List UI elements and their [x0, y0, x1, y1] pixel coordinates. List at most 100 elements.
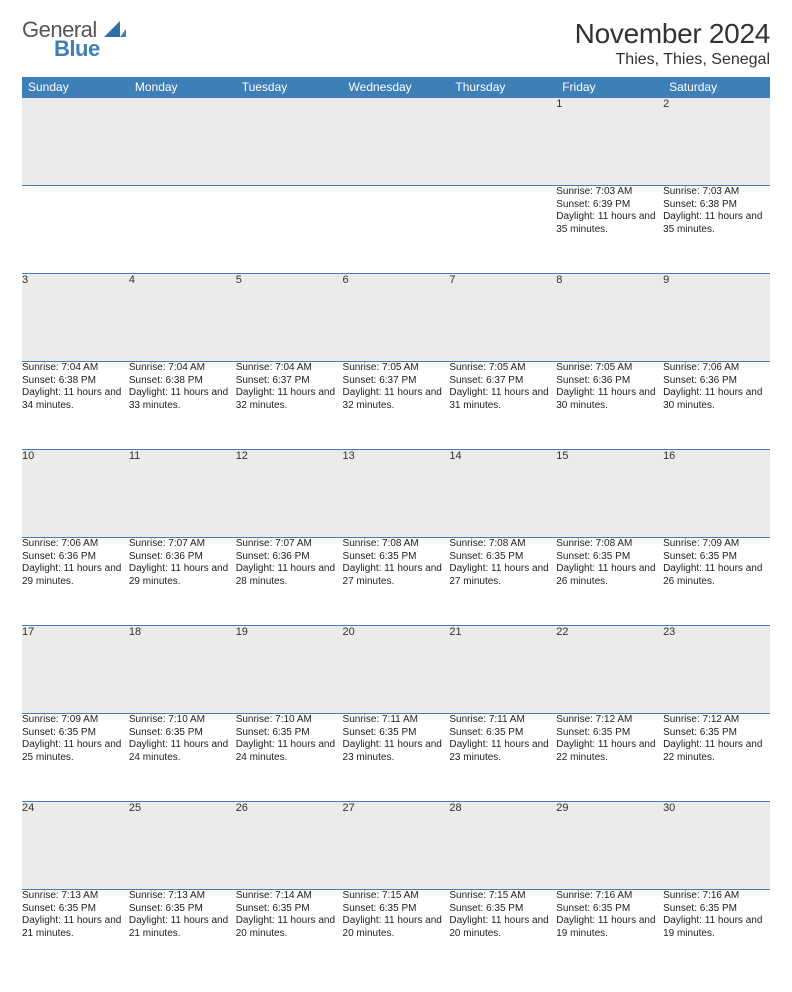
day-content-cell: Sunrise: 7:03 AMSunset: 6:39 PMDaylight:… — [556, 186, 663, 274]
sunrise-text: Sunrise: 7:12 AM — [556, 714, 663, 727]
sunset-text: Sunset: 6:35 PM — [129, 727, 236, 740]
page-header: General Blue November 2024 Thies, Thies,… — [22, 18, 770, 69]
sunrise-text: Sunrise: 7:14 AM — [236, 890, 343, 903]
day-number-cell: 19 — [236, 626, 343, 714]
day-content-cell: Sunrise: 7:07 AMSunset: 6:36 PMDaylight:… — [236, 538, 343, 626]
daylight-text: Daylight: 11 hours and 19 minutes. — [663, 915, 770, 940]
day-number-cell — [236, 98, 343, 186]
day-number: 14 — [449, 450, 461, 462]
sunset-text: Sunset: 6:36 PM — [129, 551, 236, 564]
week-daynum-row: 12 — [22, 98, 770, 186]
daylight-text: Daylight: 11 hours and 23 minutes. — [449, 739, 556, 764]
day-number-cell: 14 — [449, 450, 556, 538]
day-number: 30 — [663, 802, 675, 814]
day-content-cell: Sunrise: 7:04 AMSunset: 6:37 PMDaylight:… — [236, 362, 343, 450]
sunset-text: Sunset: 6:36 PM — [663, 375, 770, 388]
day-number-cell: 29 — [556, 802, 663, 890]
day-content-cell: Sunrise: 7:16 AMSunset: 6:35 PMDaylight:… — [556, 890, 663, 978]
daylight-text: Daylight: 11 hours and 31 minutes. — [449, 387, 556, 412]
daylight-text: Daylight: 11 hours and 30 minutes. — [556, 387, 663, 412]
sunset-text: Sunset: 6:37 PM — [236, 375, 343, 388]
day-number-cell: 12 — [236, 450, 343, 538]
day-content-cell — [449, 186, 556, 274]
daylight-text: Daylight: 11 hours and 30 minutes. — [663, 387, 770, 412]
day-number-cell: 20 — [343, 626, 450, 714]
day-number-cell: 9 — [663, 274, 770, 362]
week-content-row: Sunrise: 7:04 AMSunset: 6:38 PMDaylight:… — [22, 362, 770, 450]
daylight-text: Daylight: 11 hours and 23 minutes. — [343, 739, 450, 764]
day-content-cell: Sunrise: 7:08 AMSunset: 6:35 PMDaylight:… — [556, 538, 663, 626]
sunrise-text: Sunrise: 7:08 AM — [343, 538, 450, 551]
sunrise-text: Sunrise: 7:16 AM — [663, 890, 770, 903]
sunrise-text: Sunrise: 7:11 AM — [343, 714, 450, 727]
day-number: 16 — [663, 450, 675, 462]
day-content-cell: Sunrise: 7:10 AMSunset: 6:35 PMDaylight:… — [129, 714, 236, 802]
week-content-row: Sunrise: 7:13 AMSunset: 6:35 PMDaylight:… — [22, 890, 770, 978]
day-content-cell: Sunrise: 7:12 AMSunset: 6:35 PMDaylight:… — [663, 714, 770, 802]
sunrise-text: Sunrise: 7:03 AM — [663, 186, 770, 199]
col-thursday: Thursday — [449, 77, 556, 98]
day-content-cell — [236, 186, 343, 274]
sunrise-text: Sunrise: 7:07 AM — [236, 538, 343, 551]
sunset-text: Sunset: 6:38 PM — [22, 375, 129, 388]
sunrise-text: Sunrise: 7:12 AM — [663, 714, 770, 727]
sunset-text: Sunset: 6:38 PM — [129, 375, 236, 388]
sunrise-text: Sunrise: 7:06 AM — [663, 362, 770, 375]
week-content-row: Sunrise: 7:06 AMSunset: 6:36 PM Daylight:… — [22, 538, 770, 626]
sunrise-text: Sunrise: 7:09 AM — [22, 714, 129, 727]
day-number-cell — [129, 98, 236, 186]
day-number: 15 — [556, 450, 568, 462]
day-number-cell — [22, 98, 129, 186]
day-number: 11 — [129, 450, 140, 462]
day-number-cell: 27 — [343, 802, 450, 890]
day-number-cell: 4 — [129, 274, 236, 362]
col-monday: Monday — [129, 77, 236, 98]
day-number-cell: 25 — [129, 802, 236, 890]
day-number-cell: 2 — [663, 98, 770, 186]
day-number: 7 — [449, 274, 455, 286]
sunrise-text: Sunrise: 7:06 AM — [22, 538, 129, 551]
week-daynum-row: 17181920212223 — [22, 626, 770, 714]
day-number-cell: 26 — [236, 802, 343, 890]
calendar-page: General Blue November 2024 Thies, Thies,… — [0, 0, 792, 992]
sunset-text: Sunset: 6:35 PM — [556, 551, 663, 564]
day-number-cell: 16 — [663, 450, 770, 538]
sunset-text: Sunset: 6:37 PM — [343, 375, 450, 388]
day-content-cell: Sunrise: 7:09 AMSunset: 6:35 PMDaylight:… — [663, 538, 770, 626]
title-month: November 2024 — [575, 18, 770, 50]
day-number-cell: 6 — [343, 274, 450, 362]
sunset-text: Sunset: 6:35 PM — [449, 551, 556, 564]
daylight-text: Daylight: 11 hours and 26 minutes. — [556, 563, 663, 588]
day-number: 22 — [556, 626, 568, 638]
day-content-cell: Sunrise: 7:09 AMSunset: 6:35 PMDaylight:… — [22, 714, 129, 802]
day-content-cell: Sunrise: 7:03 AMSunset: 6:38 PMDaylight:… — [663, 186, 770, 274]
sunrise-text: Sunrise: 7:04 AM — [236, 362, 343, 375]
sunset-text: Sunset: 6:37 PM — [449, 375, 556, 388]
day-number-cell: 17 — [22, 626, 129, 714]
calendar-body: 12Sunrise: 7:03 AMSunset: 6:39 PMDayligh… — [22, 98, 770, 978]
daylight-text: Daylight: 11 hours and 27 minutes. — [449, 563, 556, 588]
week-content-row: Sunrise: 7:09 AMSunset: 6:35 PMDaylight:… — [22, 714, 770, 802]
day-content-cell: Sunrise: 7:07 AMSunset: 6:36 PMDaylight:… — [129, 538, 236, 626]
sunset-text: Sunset: 6:35 PM — [22, 727, 129, 740]
sunrise-text: Sunrise: 7:11 AM — [449, 714, 556, 727]
daylight-text: Daylight: 11 hours and 22 minutes. — [663, 739, 770, 764]
sunrise-text: Sunrise: 7:15 AM — [343, 890, 450, 903]
sunrise-text: Sunrise: 7:13 AM — [22, 890, 129, 903]
sunrise-text: Sunrise: 7:04 AM — [129, 362, 236, 375]
daylight-text: Daylight: 11 hours and 26 minutes. — [663, 563, 770, 588]
daylight-text: Daylight: 11 hours and 21 minutes. — [22, 915, 129, 940]
daylight-text: Daylight: 11 hours and 24 minutes. — [129, 739, 236, 764]
logo-sail-icon — [104, 21, 126, 41]
day-content-cell: Sunrise: 7:08 AMSunset: 6:35 PMDaylight:… — [343, 538, 450, 626]
day-number: 5 — [236, 274, 242, 286]
day-number-cell: 21 — [449, 626, 556, 714]
day-number-cell: 3 — [22, 274, 129, 362]
week-daynum-row: 24252627282930 — [22, 802, 770, 890]
sunrise-text: Sunrise: 7:05 AM — [449, 362, 556, 375]
sunrise-text: Sunrise: 7:13 AM — [129, 890, 236, 903]
day-number: 19 — [236, 626, 248, 638]
day-header-row: Sunday Monday Tuesday Wednesday Thursday… — [22, 77, 770, 98]
day-number: 6 — [343, 274, 349, 286]
sunrise-text: Sunrise: 7:05 AM — [556, 362, 663, 375]
